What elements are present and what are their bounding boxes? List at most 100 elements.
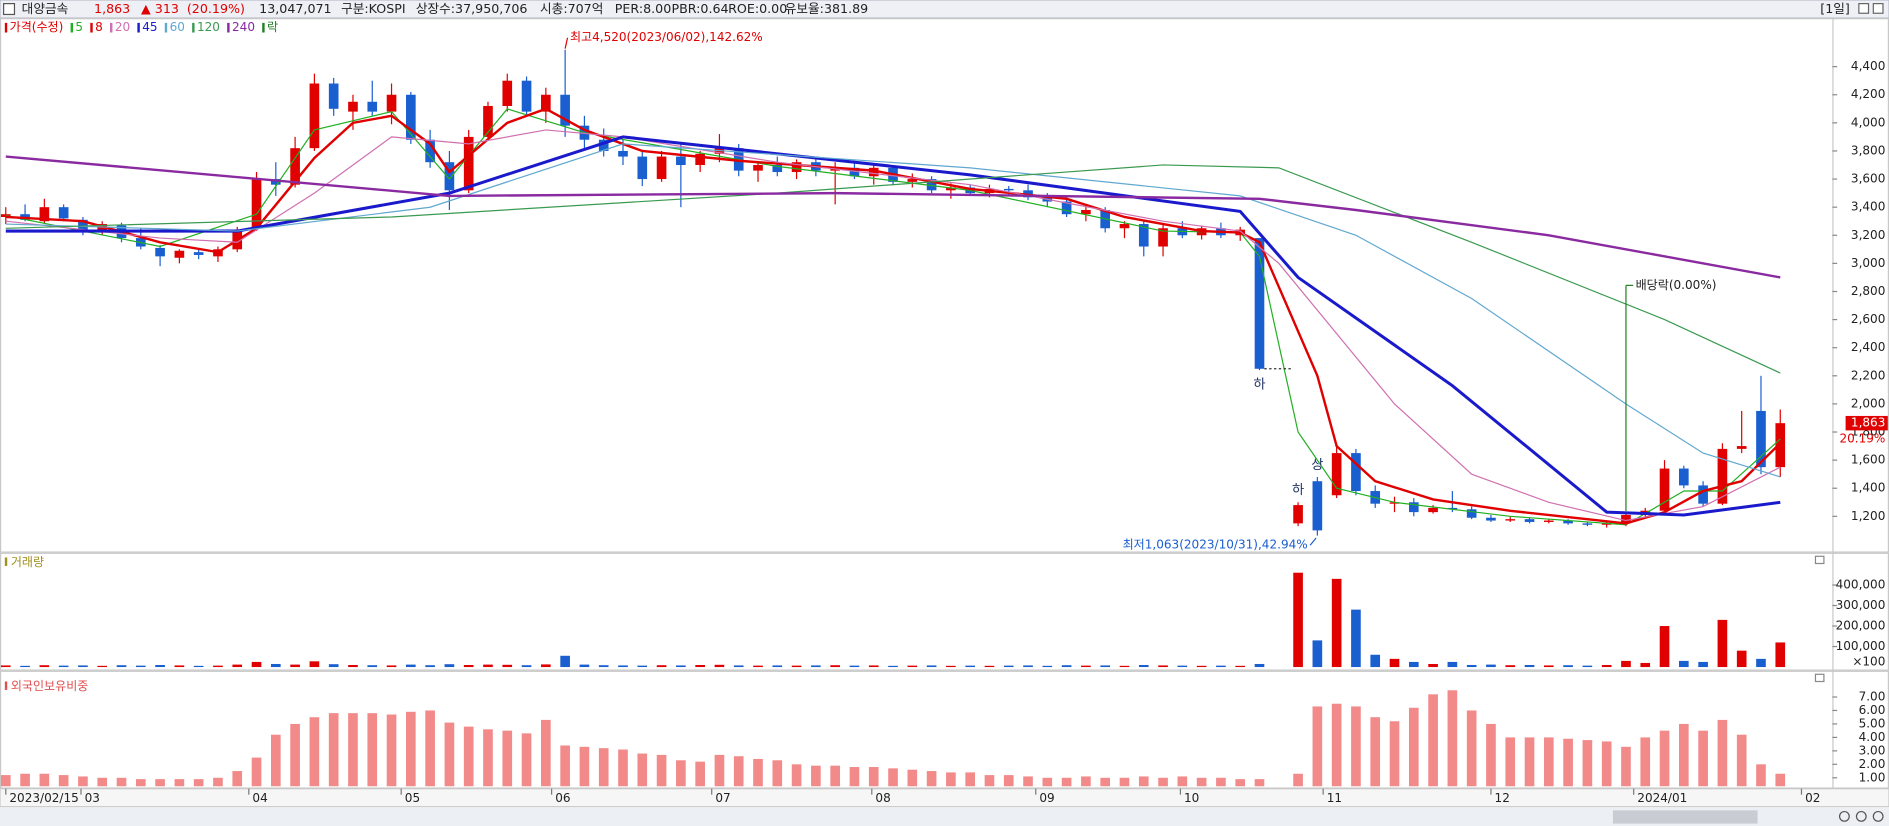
candle-body xyxy=(309,83,320,149)
candle-body xyxy=(483,105,493,137)
scroll-thumb[interactable] xyxy=(1612,810,1758,824)
reserve: 유보율:381.89 xyxy=(785,1,868,16)
panel-button[interactable] xyxy=(1814,673,1825,683)
bar xyxy=(1582,665,1593,668)
bar xyxy=(58,775,69,787)
bar xyxy=(1061,665,1072,668)
x-tick-label: 12 xyxy=(1495,791,1510,805)
panel-title-swatch xyxy=(4,681,8,690)
bar xyxy=(888,665,898,668)
bar xyxy=(830,665,840,668)
bar xyxy=(309,717,320,787)
bar xyxy=(1293,773,1303,787)
bar xyxy=(1717,719,1728,787)
candle-body xyxy=(1717,448,1728,504)
period[interactable]: [1일] xyxy=(1820,1,1850,16)
bar xyxy=(521,665,532,668)
candle-body xyxy=(1293,505,1303,524)
bar xyxy=(1196,665,1207,668)
candle-body xyxy=(1119,224,1130,229)
moving-average xyxy=(5,164,1781,374)
x-tick-label: 2024/01 xyxy=(1637,791,1687,805)
bar xyxy=(1138,776,1149,787)
panel-button[interactable] xyxy=(1814,555,1825,565)
unit-label: ×100 xyxy=(1852,655,1885,669)
panel-title: 외국인보유비중 xyxy=(11,679,89,693)
bar xyxy=(984,775,995,787)
bar xyxy=(618,749,628,787)
candle-body xyxy=(1756,410,1766,468)
candle-body xyxy=(1061,201,1072,215)
candle-body xyxy=(1563,520,1573,524)
bar xyxy=(695,761,705,787)
zoom-icon[interactable] xyxy=(1838,810,1850,822)
bar xyxy=(1756,658,1766,668)
legend-title: 가격(수정) xyxy=(10,20,64,34)
bar xyxy=(1177,665,1188,668)
bar xyxy=(232,664,243,668)
bar xyxy=(1736,650,1747,668)
bar xyxy=(753,758,763,787)
price: 1,863 xyxy=(94,1,130,16)
bar xyxy=(1659,626,1670,668)
scrollbar[interactable] xyxy=(0,807,1889,826)
y-tick-label: 3,000 xyxy=(1851,256,1885,270)
y-tick-label: 1,400 xyxy=(1851,481,1885,495)
bar xyxy=(1543,665,1554,668)
annotation: 최고4,520(2023/06/02),142.62% xyxy=(570,30,763,44)
pbr: PBR:0.64 xyxy=(671,1,728,16)
candle-body xyxy=(676,156,686,166)
bar xyxy=(444,664,455,668)
candle-body xyxy=(695,153,705,166)
bar xyxy=(1119,665,1130,668)
bar xyxy=(58,665,69,668)
bar xyxy=(811,665,821,668)
bar xyxy=(1138,665,1149,668)
bar xyxy=(1312,706,1323,787)
bar xyxy=(1679,723,1689,787)
bar xyxy=(1466,665,1477,668)
legend-entry: 45 xyxy=(142,20,157,34)
candle-body xyxy=(406,94,416,140)
y-tick-label: 2,200 xyxy=(1851,368,1885,382)
moving-average xyxy=(5,129,1781,522)
bar xyxy=(1081,776,1091,787)
panel-title-swatch xyxy=(4,557,8,566)
bar xyxy=(116,777,127,787)
bar xyxy=(541,664,551,668)
candle-body xyxy=(541,94,551,112)
bar xyxy=(1698,730,1708,787)
last-price-tag xyxy=(1845,415,1888,431)
change-pct: (20.19%) xyxy=(187,1,245,16)
candle-body xyxy=(1736,446,1747,449)
y-tick-label: 3,800 xyxy=(1851,143,1885,157)
candle-body xyxy=(193,252,204,255)
window-button[interactable] xyxy=(1858,3,1870,14)
price-panel xyxy=(0,18,1889,553)
bar xyxy=(1601,665,1612,668)
candle-body xyxy=(1524,519,1535,522)
window-button[interactable] xyxy=(1872,3,1884,14)
candle-body xyxy=(39,207,50,222)
candle-body xyxy=(1679,468,1689,486)
bar xyxy=(1370,654,1381,668)
zoom-icon[interactable] xyxy=(1855,810,1867,822)
candle-body xyxy=(1408,502,1419,513)
y-tick-label: 2,000 xyxy=(1851,396,1885,410)
bar xyxy=(502,664,513,668)
panel-title: 거래량 xyxy=(11,555,44,569)
bar xyxy=(406,711,416,787)
bar xyxy=(676,665,686,668)
zoom-icon[interactable] xyxy=(1872,810,1884,822)
limit-mark: 하 xyxy=(1292,482,1304,498)
bar xyxy=(348,665,358,668)
bar xyxy=(270,663,281,668)
bar xyxy=(78,665,88,668)
bar xyxy=(1756,764,1766,787)
checkbox[interactable] xyxy=(3,3,16,16)
candle-body xyxy=(560,94,570,126)
y-tick-label: 3,400 xyxy=(1851,200,1885,214)
moving-average xyxy=(5,143,1781,478)
bar xyxy=(1370,717,1381,787)
bar xyxy=(946,665,956,668)
